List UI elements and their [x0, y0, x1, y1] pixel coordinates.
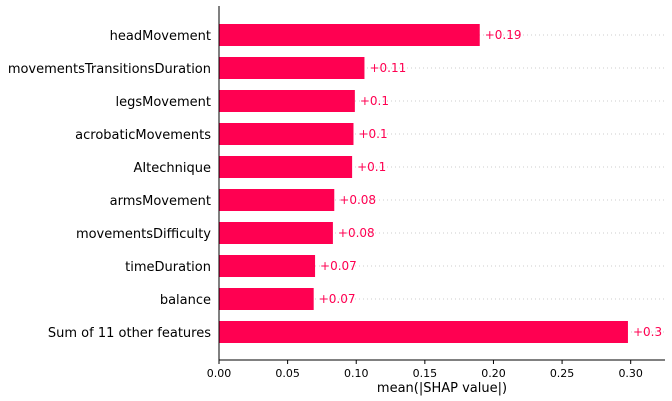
bar: [219, 24, 480, 46]
bars: [219, 24, 628, 343]
gridlines: [219, 34, 665, 333]
data-label: +0.07: [320, 259, 357, 273]
x-tick-label: 0.30: [618, 367, 643, 380]
bar: [219, 321, 628, 343]
bar: [219, 288, 314, 310]
feature-label: acrobaticMovements: [75, 128, 211, 143]
data-label: +0.1: [357, 160, 386, 174]
feature-label: armsMovement: [110, 194, 211, 209]
x-tick-label: 0.05: [275, 367, 300, 380]
bar: [219, 57, 365, 79]
bar: [219, 222, 333, 244]
x-tick-label: 0.25: [550, 367, 575, 380]
feature-label: balance: [160, 293, 211, 308]
feature-labels: headMovement movementsTransitionsDuration…: [8, 29, 211, 341]
feature-label: Sum of 11 other features: [48, 326, 211, 341]
x-axis-label: mean(|SHAP value|): [377, 381, 507, 396]
x-tick-label: 0.15: [413, 367, 438, 380]
x-ticks: 0.00 0.05 0.10 0.15 0.20 0.25 0.30: [207, 360, 643, 380]
bar: [219, 123, 354, 145]
data-label: +0.1: [358, 127, 387, 141]
feature-label: timeDuration: [125, 260, 211, 275]
feature-label: legsMovement: [116, 95, 212, 110]
feature-label: AItechnique: [133, 161, 211, 176]
feature-label: headMovement: [110, 29, 211, 44]
axes: [218, 6, 665, 361]
x-tick-label: 0.00: [207, 367, 232, 380]
bar: [219, 156, 353, 178]
x-tick-label: 0.10: [344, 367, 369, 380]
feature-label: movementsTransitionsDuration: [8, 62, 211, 77]
bar: [219, 255, 316, 277]
data-label: +0.08: [339, 193, 376, 207]
bar: [219, 189, 335, 211]
data-label: +0.3: [633, 325, 662, 339]
data-label: +0.11: [369, 61, 406, 75]
data-label: +0.08: [338, 226, 375, 240]
data-label: +0.19: [485, 28, 522, 42]
x-tick-label: 0.20: [481, 367, 506, 380]
value-labels: +0.19 +0.11 +0.1 +0.1 +0.1 +0.08 +0.08 +0.07 +0.…: [319, 28, 662, 339]
bar: [219, 90, 355, 112]
data-label: +0.07: [319, 292, 356, 306]
feature-label: movementsDifficulty: [76, 227, 211, 242]
data-label: +0.1: [360, 94, 389, 108]
